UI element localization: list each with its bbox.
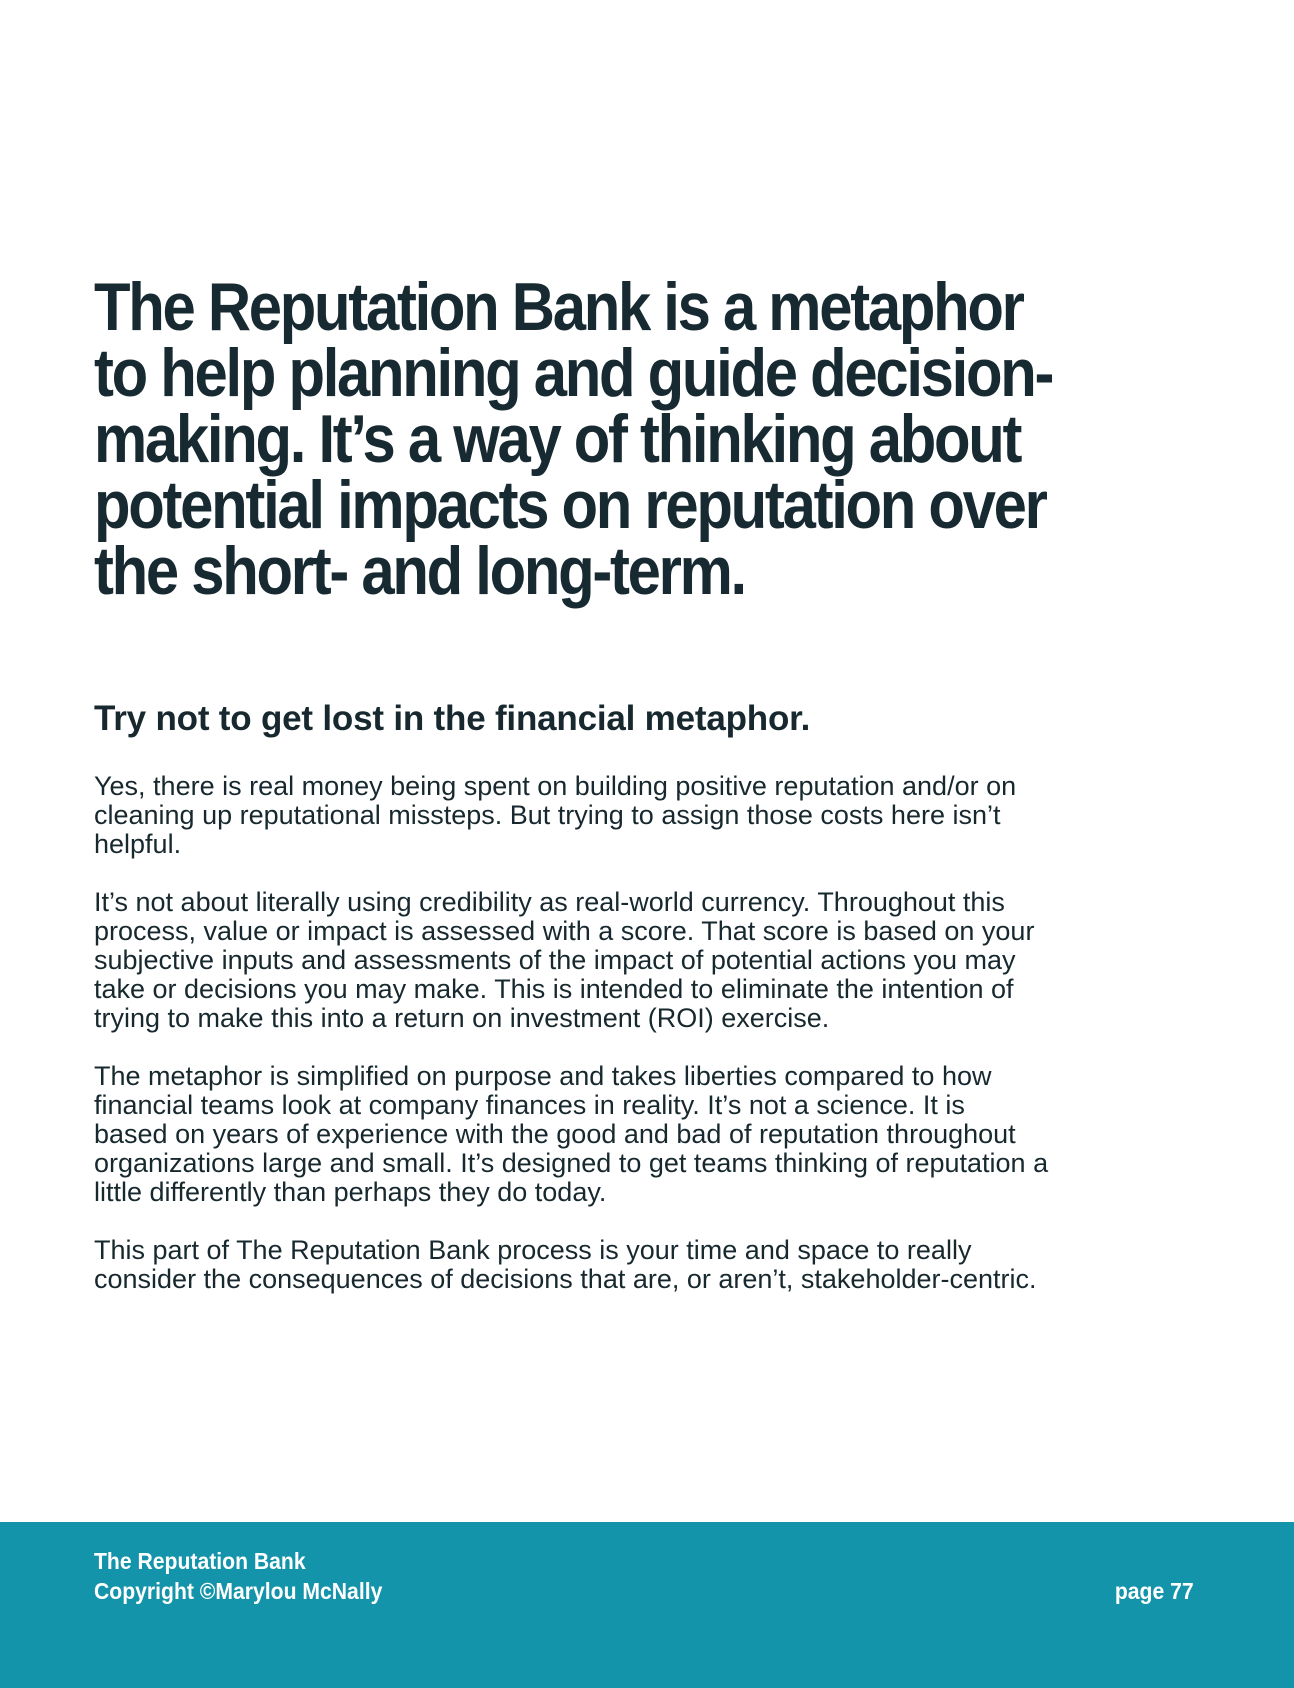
footer-book-title: The Reputation Bank bbox=[94, 1548, 306, 1574]
body-paragraph: Yes, there is real money being spent on … bbox=[94, 771, 1017, 859]
headline-line: to help planning and guide decision- bbox=[94, 335, 1054, 411]
headline-line: making. It’s a way of thinking about bbox=[94, 401, 1022, 477]
body-paragraph: This part of The Reputation Bank process… bbox=[94, 1235, 1037, 1294]
page-number: page 77 bbox=[1115, 1578, 1194, 1604]
body-paragraph: It’s not about literally using credibili… bbox=[94, 887, 1035, 1033]
subheading: Try not to get lost in the financial met… bbox=[94, 699, 811, 738]
body-paragraph: The metaphor is simplified on purpose an… bbox=[94, 1061, 1049, 1207]
headline: The Reputation Bank is a metaphor to hel… bbox=[94, 273, 1150, 605]
page-footer: The Reputation Bank Copyright ©Marylou M… bbox=[0, 1522, 1294, 1688]
main-content: The Reputation Bank is a metaphor to hel… bbox=[94, 273, 1154, 605]
headline-line: potential impacts on reputation over bbox=[94, 467, 1048, 543]
headline-line: The Reputation Bank is a metaphor bbox=[94, 269, 1025, 345]
headline-line: the short- and long-term. bbox=[94, 533, 747, 609]
footer-credits: The Reputation Bank Copyright ©Marylou M… bbox=[94, 1546, 382, 1606]
footer-copyright: Copyright ©Marylou McNally bbox=[94, 1578, 383, 1604]
body-text: Yes, there is real money being spent on … bbox=[94, 772, 1174, 1323]
